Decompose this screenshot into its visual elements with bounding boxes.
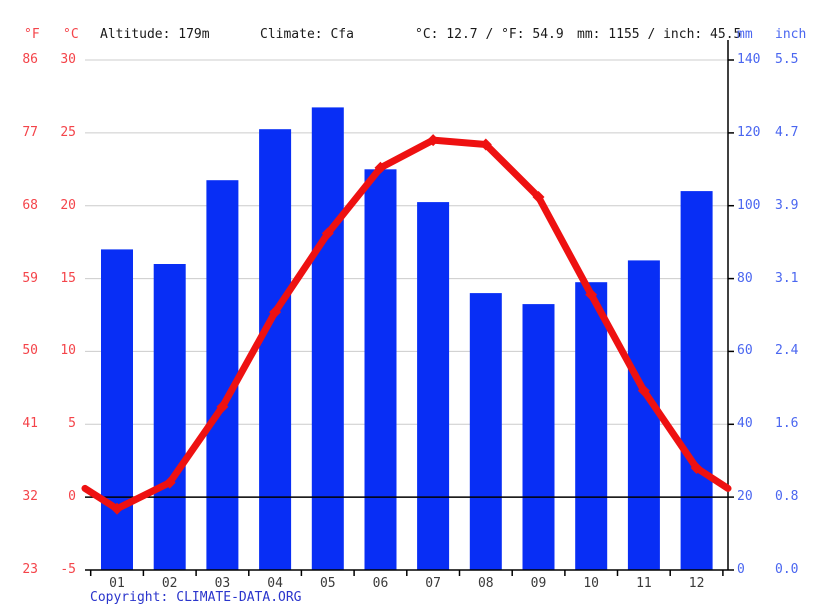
- mm-axis-tick-label: 20: [737, 489, 753, 505]
- precip-bar: [259, 129, 292, 570]
- f-axis-tick-label: 68: [22, 197, 38, 213]
- c-axis-tick-label: 25: [60, 124, 76, 140]
- temp-marker: [111, 502, 123, 515]
- temp-marker: [427, 134, 440, 147]
- inch-axis-tick-label: 1.6: [775, 416, 799, 432]
- header-celsius-unit: °C: [63, 27, 79, 42]
- month-label: 04: [267, 576, 283, 591]
- month-label: 11: [636, 576, 652, 591]
- precip-bar: [680, 191, 713, 570]
- header-fahrenheit-unit: °F: [24, 27, 40, 42]
- month-label: 07: [425, 576, 441, 591]
- copyright-label: Copyright:: [90, 590, 169, 605]
- f-axis-tick-label: 23: [22, 562, 38, 577]
- month-label: 10: [583, 576, 600, 591]
- precip-bar: [627, 260, 660, 570]
- temp-marker: [374, 161, 387, 174]
- header-temperature-summary: °C: 12.7 / °F: 54.9: [415, 27, 564, 42]
- precip-bar: [153, 264, 186, 570]
- temp-line: [81, 136, 732, 513]
- temp-marker: [479, 138, 492, 151]
- month-label: 09: [530, 576, 547, 591]
- temp-marker: [269, 306, 282, 319]
- f-axis-tick-label: 86: [22, 52, 38, 67]
- c-axis-tick-label: 30: [60, 52, 76, 67]
- c-axis-tick-label: 5: [68, 416, 76, 432]
- header-precipitation-summary: mm: 1155 / inch: 45.5: [577, 27, 742, 42]
- mm-axis-tick-label: 40: [737, 416, 753, 432]
- f-axis-tick-label: 59: [22, 270, 38, 286]
- temp-marker: [532, 191, 545, 203]
- inch-axis-tick-label: 0.0: [775, 562, 799, 577]
- mm-axis-tick-label: 0: [737, 562, 745, 577]
- header-altitude: Altitude: 179m: [100, 27, 210, 42]
- c-axis-tick-label: 20: [60, 197, 76, 213]
- precip-bar: [469, 293, 502, 570]
- month-label: 05: [319, 576, 336, 591]
- precip-bar: [575, 282, 608, 570]
- inch-axis-tick-label: 3.9: [775, 197, 799, 213]
- f-axis-tick-label: 32: [22, 489, 38, 505]
- mm-axis-tick-label: 60: [737, 343, 753, 359]
- mm-axis-tick-label: 120: [737, 124, 761, 140]
- temp-marker: [690, 462, 703, 474]
- month-label: 03: [214, 576, 231, 591]
- inch-axis-tick-label: 5.5: [775, 52, 799, 67]
- f-axis-tick-label: 77: [22, 124, 38, 140]
- c-axis-tick-label: 15: [60, 270, 76, 286]
- header-inch-unit: inch: [775, 27, 807, 42]
- temp-marker: [216, 400, 229, 413]
- temp-marker: [321, 227, 334, 240]
- c-axis-tick-label: 10: [60, 343, 76, 359]
- month-label: 12: [688, 576, 705, 591]
- inch-axis-tick-label: 3.1: [775, 270, 799, 286]
- f-axis-tick-label: 41: [22, 416, 38, 432]
- precip-bar: [522, 304, 555, 570]
- copyright-line: Copyright: CLIMATE-DATA.ORG: [90, 590, 302, 605]
- inch-axis-tick-label: 0.8: [775, 489, 799, 505]
- month-label: 08: [477, 576, 494, 591]
- precip-bar: [364, 169, 397, 571]
- header-mm-unit: mm: [737, 27, 753, 42]
- precip-bar: [206, 180, 239, 570]
- mm-axis-tick-label: 80: [737, 270, 753, 286]
- temp-marker: [585, 288, 598, 301]
- c-axis-tick-label: 0: [68, 489, 76, 505]
- c-axis-tick-label: -5: [60, 562, 76, 577]
- temp-marker: [637, 384, 650, 397]
- precip-bar: [311, 107, 344, 571]
- copyright-link[interactable]: CLIMATE-DATA.ORG: [176, 590, 302, 605]
- header-climate-class: Climate: Cfa: [260, 27, 354, 42]
- f-axis-tick-label: 50: [22, 343, 38, 359]
- precip-bar: [417, 202, 450, 570]
- inch-axis-tick-label: 4.7: [775, 124, 799, 140]
- month-label: 06: [372, 576, 389, 591]
- month-label: 01: [109, 576, 125, 591]
- precip-bar: [101, 249, 133, 570]
- mm-axis-tick-label: 100: [737, 197, 761, 213]
- month-label: 02: [161, 576, 178, 591]
- mm-axis-tick-label: 140: [737, 52, 761, 67]
- temp-marker: [163, 476, 176, 489]
- inch-axis-tick-label: 2.4: [775, 343, 799, 359]
